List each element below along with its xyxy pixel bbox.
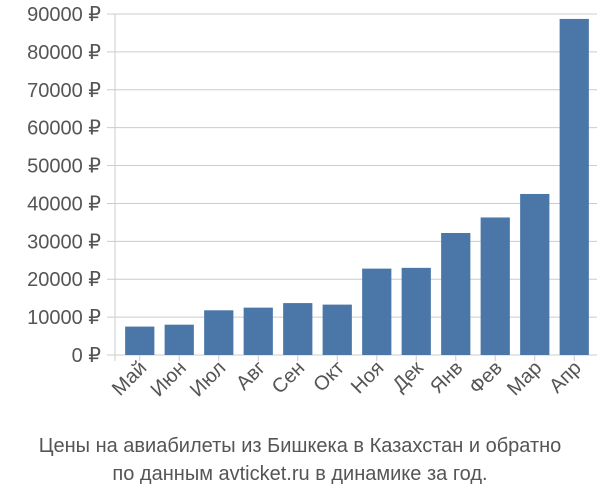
bar-2 bbox=[164, 324, 194, 355]
bar-5 bbox=[283, 303, 313, 355]
chart-caption-line-1: Цены на авиабилеты из Бишкека в Казахста… bbox=[38, 435, 562, 457]
bar-6 bbox=[322, 304, 352, 355]
x-tick-label: Июл bbox=[186, 357, 230, 401]
bar-4 bbox=[243, 307, 273, 355]
bar-7 bbox=[362, 268, 392, 355]
y-tick-label: 30000 ₽ bbox=[27, 231, 101, 253]
y-tick-label: 10000 ₽ bbox=[27, 307, 101, 329]
bar-11 bbox=[520, 193, 550, 355]
x-tick-label: Окт bbox=[309, 357, 348, 396]
chart-caption-line-2: по данным avticket.ru в динамике за год. bbox=[112, 463, 488, 485]
bar-1 bbox=[125, 326, 155, 355]
x-tick-label: Сен bbox=[268, 357, 309, 398]
x-tick-label: Май bbox=[108, 357, 151, 400]
bar-9 bbox=[441, 232, 471, 355]
y-tick-label: 90000 ₽ bbox=[27, 4, 101, 26]
y-tick-label: 50000 ₽ bbox=[27, 156, 101, 178]
bars bbox=[125, 18, 589, 355]
x-tick-label: Авг bbox=[232, 357, 270, 395]
x-tick-label: Янв bbox=[426, 357, 467, 398]
x-tick-label: Фев bbox=[465, 357, 507, 399]
y-tick-label: 60000 ₽ bbox=[27, 118, 101, 140]
y-tick-label: 40000 ₽ bbox=[27, 193, 101, 215]
x-tick-label: Апр bbox=[545, 357, 586, 398]
y-axis-ticks: 0 ₽ 10000 ₽ 20000 ₽ 30000 ₽ 40000 ₽ 50000 ₽ 60… bbox=[27, 4, 101, 367]
bar-12 bbox=[559, 18, 589, 355]
grid-lines bbox=[107, 13, 597, 361]
y-tick-label: 70000 ₽ bbox=[27, 80, 101, 102]
y-tick-label: 80000 ₽ bbox=[27, 42, 101, 64]
x-tick-label: Июн bbox=[147, 357, 191, 401]
bar-3 bbox=[204, 310, 234, 355]
y-tick-label: 20000 ₽ bbox=[27, 269, 101, 291]
bar-10 bbox=[480, 217, 510, 355]
x-tick-label: Дек bbox=[389, 357, 428, 396]
x-tick-label: Мар bbox=[503, 357, 546, 400]
bar-8 bbox=[401, 267, 431, 355]
price-bar-chart: 0 ₽ 10000 ₽ 20000 ₽ 30000 ₽ 40000 ₽ 50000 ₽ 60… bbox=[27, 4, 597, 401]
y-tick-label: 0 ₽ bbox=[72, 345, 102, 367]
x-tick-label: Ноя bbox=[347, 357, 388, 398]
